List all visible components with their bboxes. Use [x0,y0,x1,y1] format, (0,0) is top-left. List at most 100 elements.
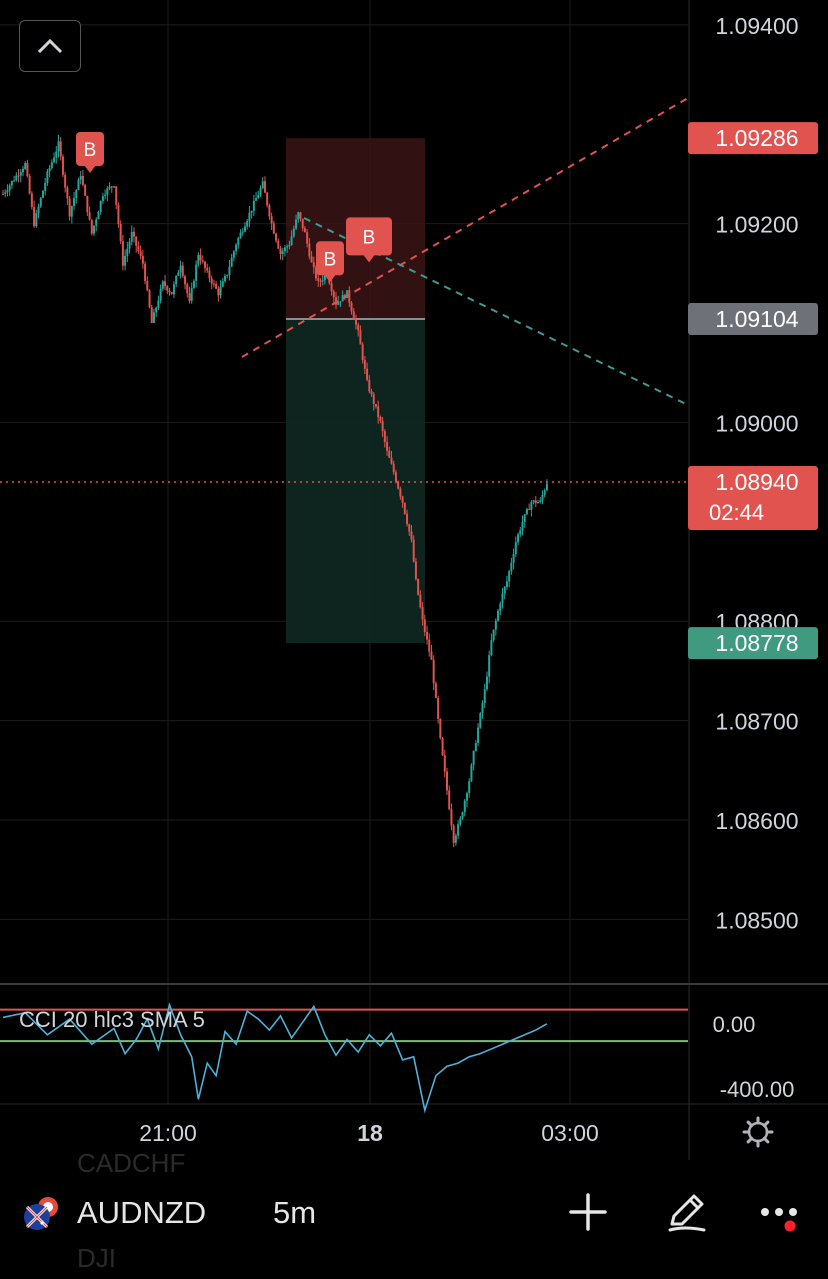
candle-body [128,241,131,249]
stop-price-tag-bg [688,122,818,155]
bottom-toolbar [0,1160,828,1279]
candle-body [130,231,133,242]
candle-body [59,141,62,157]
candle-body [237,238,240,245]
candle-body [368,379,371,392]
candle-body [341,294,344,302]
candle-body [243,226,246,232]
candle-body [113,186,115,188]
signal-marker-b: B [76,131,104,173]
signal-label: B [324,249,337,270]
candle-body [119,223,122,242]
candles [2,134,548,848]
candle-body [299,212,302,219]
candle-body [79,176,82,180]
candle-body [534,500,537,504]
candle-body [421,607,424,620]
interval-selector[interactable]: 5m [273,1195,317,1230]
candle-body [357,324,360,331]
candle-body [68,198,71,217]
candle-body [177,272,180,276]
last-price-tag-bg [688,466,818,531]
candle-body [146,280,149,291]
candle-body [212,283,215,285]
candle-body [137,245,140,252]
indicator-tick-label: 0.00 [713,1012,756,1037]
candle-body [30,193,33,208]
candle-body [492,629,495,641]
candle-body [439,718,442,738]
candle-body [319,280,322,282]
gear-tooth [746,1120,754,1128]
stop-price-tag-value: 1.09286 [715,125,798,151]
ghost-symbol-below: DJI [77,1243,116,1273]
candle-body [437,697,440,719]
gear-tooth [762,1136,770,1144]
candle-body [390,457,393,464]
candle-body [366,368,369,380]
candle-body [184,276,187,285]
signal-label: B [84,140,97,161]
candle-body [152,312,155,323]
candle-body [115,186,118,205]
candle-body [503,586,506,594]
candle-body [474,743,477,751]
candle-body [348,290,351,303]
candle-body [461,812,464,819]
stop-price-tag: 1.09286 [688,122,818,155]
candle-body [337,301,340,305]
candle-body [377,406,380,417]
candle-body [8,185,11,191]
candle-body [386,441,389,451]
entry-price-tag-value: 1.09104 [715,306,798,332]
candle-body [175,275,178,285]
candle-body [295,219,298,229]
last-price-tag-countdown: 02:44 [709,500,764,525]
candle-body [528,509,531,511]
candle-body [452,825,455,843]
candle-body [283,247,286,252]
candle-body [252,200,255,211]
candle-body [303,228,306,233]
candle-body [57,141,60,152]
candle-body [35,213,38,227]
price-tick-label: 1.08500 [715,907,798,933]
candle-body [541,495,544,501]
candle-body [148,290,151,308]
candle-body [121,241,124,266]
candle-body [441,737,444,756]
price-tick-label: 1.08600 [715,808,798,834]
plus-icon[interactable] [564,1188,612,1236]
symbol-name[interactable]: AUDNZD [77,1195,207,1230]
candle-body [330,283,333,292]
more-dots-icon[interactable] [756,1188,804,1236]
candle-body [2,193,4,195]
candle-body [246,221,249,227]
price-chart[interactable]: BBB1.094001.092001.090001.088001.087001.… [0,0,828,1160]
candle-body [84,184,87,196]
candle-body [104,194,107,197]
candle-body [454,835,457,843]
drawing-pen-icon[interactable] [662,1188,710,1236]
gear-tooth [746,1136,754,1144]
signal-pointer [84,164,96,173]
price-tick-label: 1.08700 [715,709,798,735]
candle-body [4,192,7,194]
candle-body [239,232,242,239]
candle-body [315,267,318,279]
candle-body [195,264,198,281]
candle-body [259,188,262,195]
candle-body [150,307,153,323]
collapse-button[interactable] [19,20,81,72]
candle-body [188,293,191,301]
settings-gear-icon[interactable] [742,1116,774,1148]
candle-body [210,278,213,284]
candle-body [343,294,346,299]
candle-body [24,162,27,169]
candle-body [197,254,200,265]
candle-body [41,190,44,198]
last-price-tag: 1.08940 02:44 [688,466,818,531]
candle-body [414,561,417,580]
au-flag-icon[interactable] [22,1193,62,1233]
candle-body [77,179,80,191]
